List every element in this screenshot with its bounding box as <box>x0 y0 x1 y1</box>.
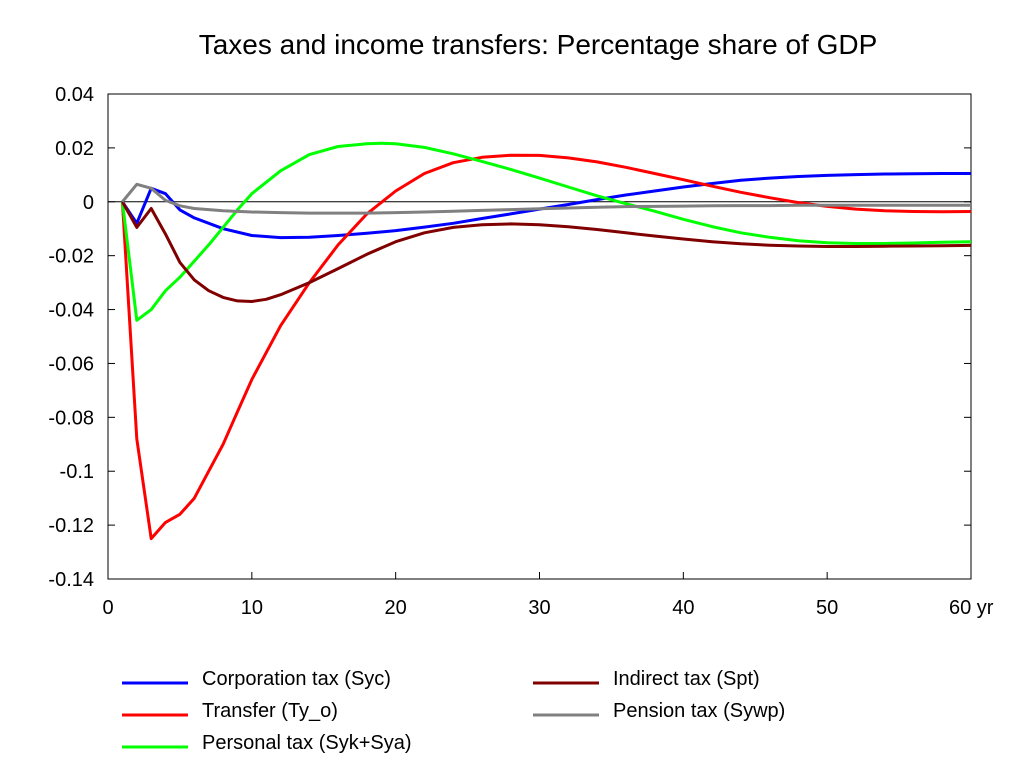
chart-title: Taxes and income transfers: Percentage s… <box>199 29 878 60</box>
y-tick-label: -0.02 <box>48 246 94 268</box>
y-tick-label: -0.14 <box>48 569 94 591</box>
x-tick-label: 40 <box>672 597 694 619</box>
axis-ticks: 0.04 0.02 0 -0.02 -0.04 -0.06 -0.08 -0.1 -0.12 -0… <box>48 84 993 619</box>
series-line-0 <box>121 172 971 240</box>
y-tick-label: -0.04 <box>48 300 94 322</box>
legend: Corporation tax (Syc) Transfer (Ty_o) Pers… <box>122 668 785 754</box>
x-tick-label: 50 <box>816 597 838 619</box>
x-tick-label: 30 <box>528 597 550 619</box>
y-tick-label: -0.08 <box>48 407 94 429</box>
x-tick-label: 60 yr <box>949 597 994 619</box>
legend-label: Personal tax (Syk+Sya) <box>202 732 412 754</box>
x-tick-label: 20 <box>385 597 407 619</box>
series-line-3 <box>121 201 972 303</box>
y-tick-label: -0.06 <box>48 353 94 375</box>
legend-label: Pension tax (Sywp) <box>613 700 785 722</box>
series-line-2 <box>120 141 972 322</box>
y-tick-label: 0 <box>83 192 94 214</box>
y-tick-label: 0.02 <box>55 138 94 160</box>
legend-label: Indirect tax (Spt) <box>613 668 760 690</box>
y-tick-label: -0.1 <box>60 461 94 483</box>
series-lines <box>120 141 972 541</box>
series-line-4 <box>121 182 971 215</box>
x-tick-label: 10 <box>241 597 263 619</box>
y-tick-label: -0.12 <box>48 515 94 537</box>
legend-label: Transfer (Ty_o) <box>202 700 338 722</box>
plot-area-frame <box>107 93 972 580</box>
legend-label: Corporation tax (Syc) <box>202 668 391 690</box>
x-tick-label: 0 <box>102 597 113 619</box>
y-tick-label: 0.04 <box>55 84 94 106</box>
